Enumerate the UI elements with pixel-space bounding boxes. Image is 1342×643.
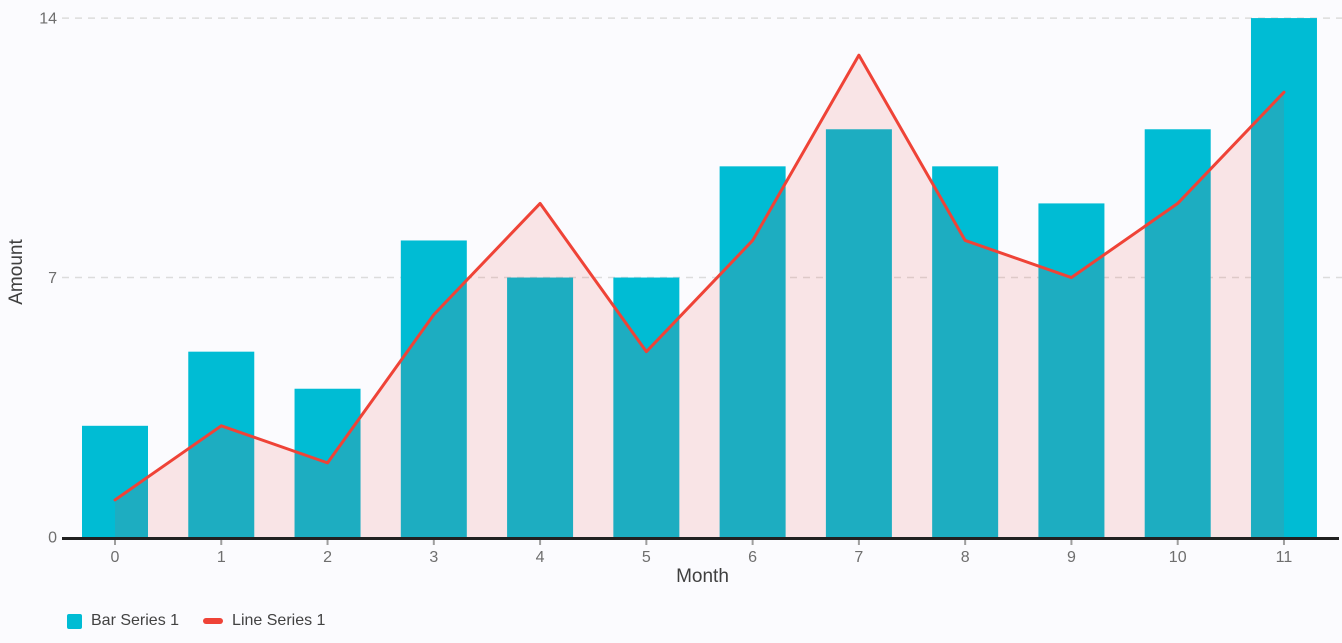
svg-text:0: 0 bbox=[111, 549, 120, 566]
svg-text:3: 3 bbox=[429, 549, 438, 566]
chart-canvas: 0 7 14 0 1 2 3 4 5 6 7 8 9 10 11 bbox=[39, 11, 1342, 566]
legend-bar-label: Bar Series 1 bbox=[91, 612, 180, 629]
legend: Bar Series 1 Line Series 1 bbox=[67, 612, 325, 630]
legend-item-bar-series[interactable]: Bar Series 1 bbox=[67, 612, 179, 630]
svg-text:10: 10 bbox=[1169, 549, 1187, 566]
legend-item-line-series[interactable]: Line Series 1 bbox=[203, 612, 325, 630]
svg-text:7: 7 bbox=[854, 549, 863, 566]
line-series-swatch-icon bbox=[203, 618, 224, 624]
svg-text:0: 0 bbox=[48, 530, 57, 547]
svg-text:11: 11 bbox=[1276, 549, 1293, 566]
svg-text:4: 4 bbox=[536, 549, 545, 566]
svg-text:9: 9 bbox=[1067, 549, 1076, 566]
svg-text:7: 7 bbox=[48, 270, 57, 287]
svg-text:8: 8 bbox=[961, 549, 970, 566]
svg-text:2: 2 bbox=[323, 549, 332, 566]
y-axis-title: Amount bbox=[6, 239, 27, 305]
svg-text:5: 5 bbox=[642, 549, 651, 566]
legend-line-label: Line Series 1 bbox=[232, 612, 326, 629]
x-axis-title: Month bbox=[676, 566, 729, 587]
svg-text:1: 1 bbox=[217, 549, 226, 566]
svg-text:14: 14 bbox=[39, 11, 57, 28]
svg-text:6: 6 bbox=[748, 549, 757, 566]
bar-series-swatch-icon bbox=[67, 613, 82, 629]
